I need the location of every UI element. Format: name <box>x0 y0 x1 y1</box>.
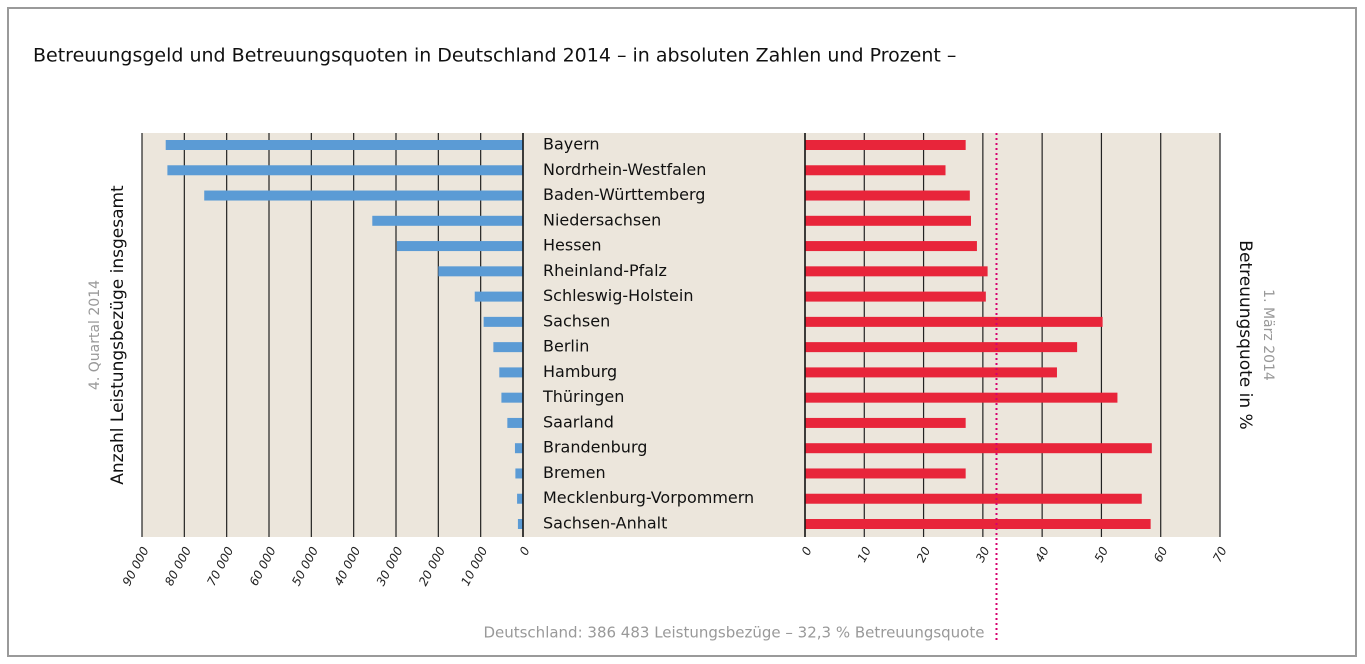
chart-title: Betreuungsgeld und Betreuungsquoten in D… <box>33 45 956 67</box>
bar <box>805 417 966 428</box>
category-label: Mecklenburg-Vorpommern <box>543 488 754 507</box>
bar <box>805 291 986 302</box>
bar <box>805 140 966 150</box>
x-tick-label: 50 <box>1092 544 1112 564</box>
axis-label: Betreuungsquote in % <box>1235 240 1255 429</box>
bar <box>372 215 523 226</box>
category-label: Hessen <box>543 236 602 255</box>
category-label: Niedersachsen <box>543 210 661 229</box>
bar <box>515 468 523 479</box>
bar <box>805 392 1118 403</box>
bar <box>501 392 523 403</box>
axis-sublabel: 4. Quartal 2014 <box>87 280 103 390</box>
bar <box>805 519 1151 529</box>
bar <box>514 443 523 454</box>
bar <box>805 241 977 252</box>
category-label: Bremen <box>543 463 606 482</box>
x-tick-label: 20 <box>914 544 934 564</box>
bar <box>805 266 988 277</box>
bar <box>204 190 524 201</box>
category-label: Brandenburg <box>543 438 647 457</box>
category-label: Thüringen <box>542 387 624 406</box>
x-tick-label: 10 <box>854 544 874 564</box>
axis-label: Anzahl Leistungsbezüge insgesamt <box>108 185 128 485</box>
bar <box>805 468 966 479</box>
axis-sublabel: 1. März 2014 <box>1260 289 1276 381</box>
bar <box>805 367 1057 378</box>
bar <box>493 342 523 353</box>
bar <box>507 417 523 428</box>
bar <box>483 316 523 327</box>
bar <box>438 266 523 277</box>
bar <box>165 140 523 150</box>
bar <box>805 165 946 176</box>
bar <box>167 165 523 176</box>
category-label: Baden-Württemberg <box>543 185 705 204</box>
bar <box>474 291 523 302</box>
x-tick-label: 60 <box>1151 544 1171 564</box>
category-label: Saarland <box>543 412 614 431</box>
category-label: Nordrhein-Westfalen <box>543 160 706 179</box>
bar <box>805 190 970 201</box>
category-label: Hamburg <box>543 362 617 381</box>
x-tick-label: 40 <box>1032 544 1052 564</box>
annotation: Deutschland: 386 483 Leistungsbezüge – 3… <box>483 624 984 642</box>
category-label: Bayern <box>543 135 600 154</box>
category-label: Schleswig-Holstein <box>543 286 693 305</box>
bar <box>805 443 1152 454</box>
category-label: Rheinland-Pfalz <box>543 261 667 280</box>
bar <box>805 342 1078 353</box>
bar <box>499 367 523 378</box>
bar <box>396 241 523 252</box>
bar <box>517 493 523 504</box>
bar <box>805 215 971 226</box>
category-label: Sachsen-Anhalt <box>543 514 667 533</box>
x-tick-label: 30 <box>973 544 993 564</box>
category-label: Berlin <box>543 337 589 356</box>
bar <box>517 519 523 529</box>
category-label: Sachsen <box>543 311 610 330</box>
bar <box>805 493 1142 504</box>
x-tick-label: 70 <box>1210 544 1230 564</box>
bar <box>805 316 1103 327</box>
